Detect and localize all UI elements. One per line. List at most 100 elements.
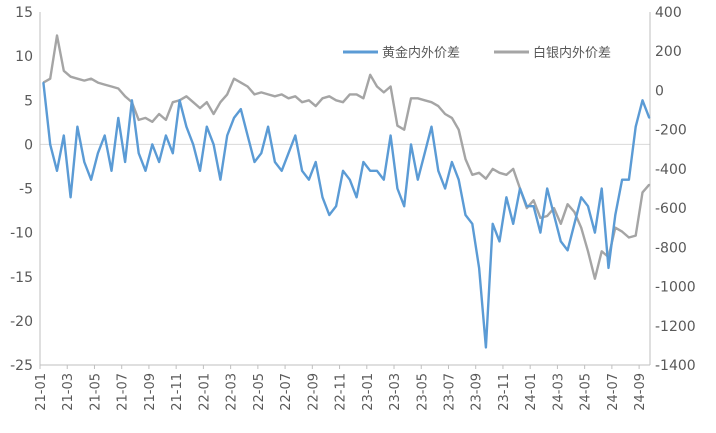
data-point-silver (342, 101, 344, 104)
y-tick-label: -15 (10, 270, 33, 286)
data-point-silver (512, 168, 515, 170)
data-point-silver (267, 93, 269, 96)
data-point-gold (457, 178, 460, 181)
data-point-silver (117, 87, 120, 90)
data-point-silver (600, 250, 603, 253)
data-point-gold (573, 222, 576, 225)
data-point-silver (369, 73, 372, 76)
data-point-gold (485, 346, 487, 349)
data-point-gold (239, 108, 242, 110)
data-point-gold (362, 161, 365, 163)
data-point-silver (246, 85, 249, 88)
data-point-gold (519, 187, 521, 190)
data-point-silver (478, 171, 480, 174)
x-tick-label: 24-09 (633, 373, 648, 411)
data-point-silver (362, 97, 365, 100)
data-point-silver (621, 230, 623, 233)
data-point-silver (594, 277, 596, 280)
data-point-silver (437, 105, 440, 107)
data-point-gold (491, 222, 494, 225)
data-point-silver (457, 128, 460, 131)
data-point-silver (328, 95, 331, 98)
data-point-gold (423, 152, 426, 155)
data-point-silver (573, 211, 576, 213)
data-point-silver (294, 95, 297, 98)
data-point-gold (634, 125, 637, 128)
x-tick-label: 22-11 (334, 373, 349, 411)
x-tick-label: 21-05 (88, 373, 103, 411)
x-tick-label: 23-05 (415, 373, 430, 411)
data-point-gold (614, 214, 617, 216)
data-point-gold (559, 240, 562, 243)
data-point-silver (151, 120, 154, 123)
y2-tick-label: 400 (655, 5, 682, 21)
data-point-silver (396, 124, 399, 127)
data-point-silver (205, 101, 208, 104)
data-point-silver (219, 101, 222, 104)
data-point-silver (628, 236, 630, 239)
data-point-silver (485, 177, 487, 180)
data-point-silver (451, 117, 453, 119)
data-point-silver (260, 91, 263, 94)
y2-tick-label: -200 (655, 123, 687, 139)
data-point-gold (389, 134, 392, 137)
data-point-gold (553, 214, 555, 216)
data-point-gold (648, 117, 651, 119)
data-point-gold (621, 178, 623, 181)
data-point-silver (124, 95, 126, 98)
data-point-silver (335, 99, 337, 102)
data-point-gold (137, 152, 140, 155)
data-point-silver (580, 226, 583, 229)
data-point-gold (641, 99, 644, 102)
x-tick-label: 23-07 (442, 373, 457, 411)
data-point-silver (49, 77, 52, 80)
data-point-gold (607, 267, 610, 269)
legend-label-silver: 白银内外价差 (533, 45, 611, 61)
data-point-silver (103, 83, 106, 86)
data-point-gold (444, 187, 446, 190)
series-group (42, 34, 651, 349)
data-point-gold (205, 125, 208, 128)
data-point-gold (594, 231, 596, 234)
series-line-silver (42, 34, 651, 280)
data-point-gold (294, 134, 297, 137)
data-point-gold (83, 161, 86, 163)
data-point-gold (178, 99, 181, 102)
data-point-gold (403, 205, 406, 208)
data-point-gold (628, 178, 630, 181)
axes (39, 12, 651, 366)
data-point-silver (539, 217, 542, 219)
data-point-silver (90, 77, 92, 80)
y-tick-label: -10 (10, 226, 33, 242)
data-point-silver (137, 119, 140, 121)
data-point-gold (253, 161, 256, 163)
data-point-gold (600, 187, 603, 190)
data-point-silver (634, 234, 637, 237)
data-point-gold (369, 169, 372, 172)
data-point-silver (648, 183, 651, 186)
y2-tick-label: 200 (655, 44, 682, 60)
data-point-gold (471, 222, 474, 225)
data-point-gold (376, 169, 378, 172)
data-point-gold (587, 205, 589, 208)
data-point-gold (314, 161, 317, 163)
data-point-gold (103, 134, 106, 137)
data-point-gold (464, 214, 467, 216)
y-tick-label: -20 (10, 314, 33, 330)
data-point-gold (56, 169, 58, 172)
data-point-gold (219, 178, 222, 181)
y-tick-label: -5 (19, 182, 33, 198)
x-tick-label: 21-01 (34, 373, 49, 411)
data-point-gold (49, 143, 52, 146)
series-line-gold (42, 82, 651, 349)
data-point-silver (165, 119, 167, 121)
data-point-gold (539, 231, 542, 234)
data-point-silver (212, 113, 215, 115)
data-point-gold (97, 152, 99, 155)
data-point-silver (505, 173, 508, 176)
data-point-silver (321, 97, 324, 100)
data-point-gold (525, 205, 528, 208)
data-point-silver (144, 117, 147, 119)
data-point-silver (355, 93, 358, 96)
data-point-gold (287, 152, 290, 155)
